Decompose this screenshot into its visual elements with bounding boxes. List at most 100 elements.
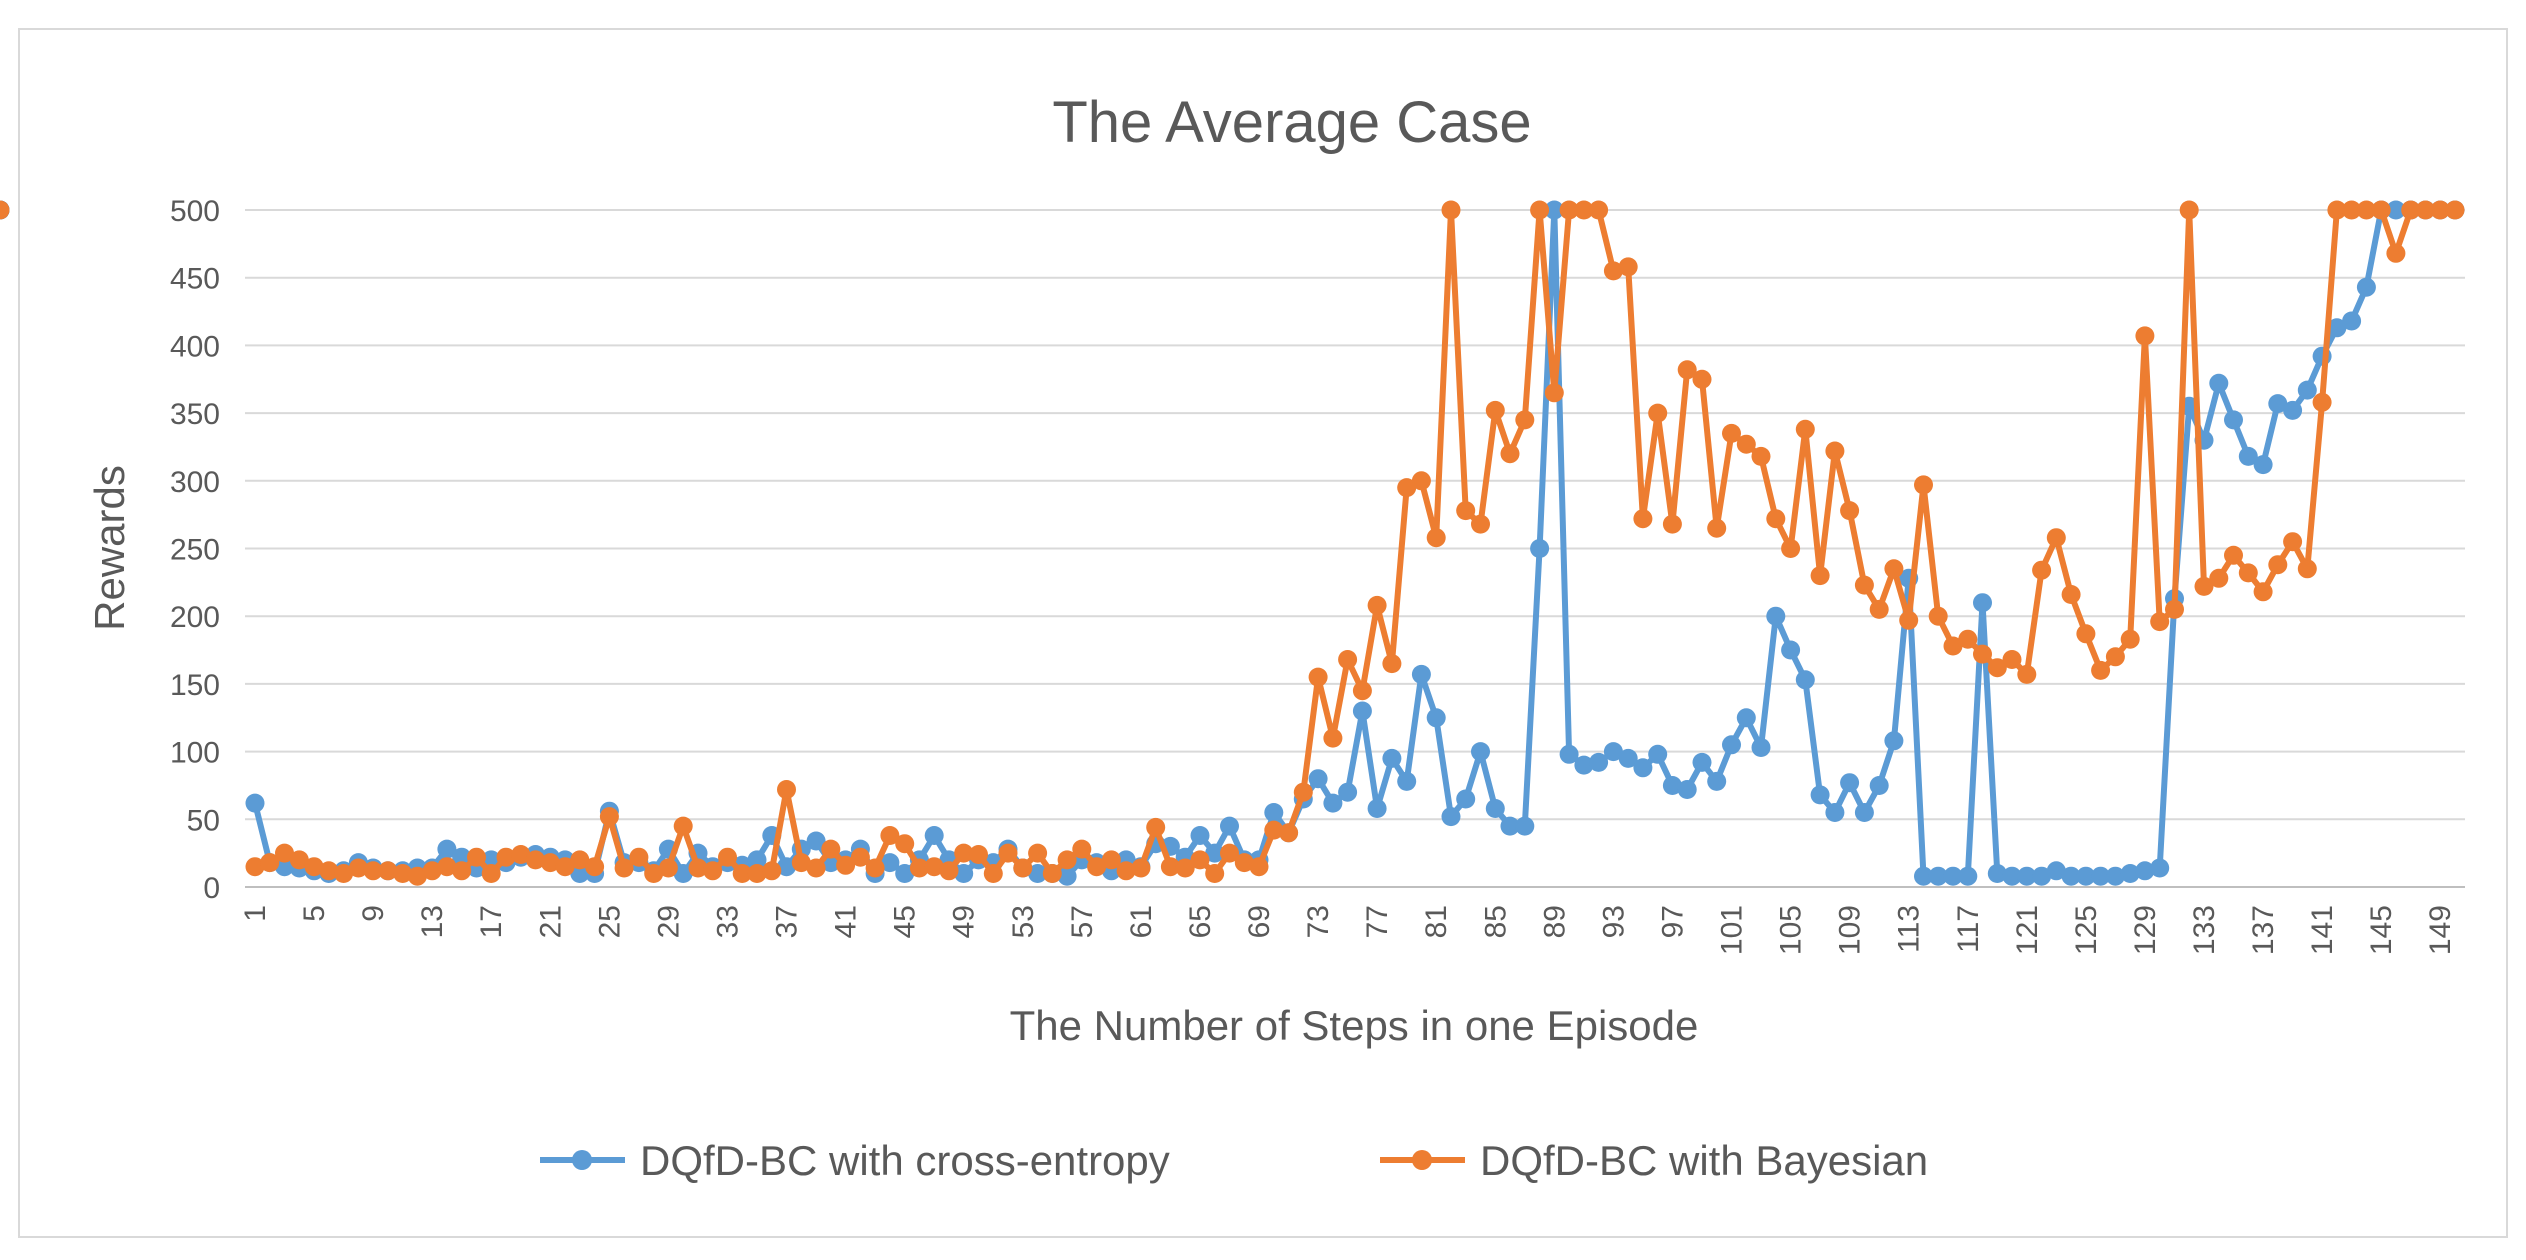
x-tick-label: 97: [1656, 905, 1689, 938]
data-point: [1220, 843, 1239, 863]
data-point: [644, 864, 664, 883]
data-point: [732, 864, 752, 883]
data-point: [2445, 200, 2465, 220]
data-point: [1323, 793, 1343, 813]
data-point: [1662, 776, 1682, 795]
data-point: [481, 864, 501, 883]
data-point: [2194, 576, 2214, 596]
data-point: [1751, 738, 1771, 757]
series-2: [0, 200, 2465, 886]
data-point: [2297, 380, 2317, 400]
data-point: [1722, 423, 1741, 443]
data-point: [1411, 664, 1431, 684]
data-point: [1190, 850, 1210, 870]
data-point: [1751, 446, 1771, 466]
data-point: [407, 866, 427, 886]
data-point: [1662, 514, 1682, 534]
data-point: [909, 858, 929, 878]
data-point: [1072, 839, 1092, 859]
data-point: [836, 855, 856, 875]
data-point: [1057, 850, 1077, 870]
x-tick-label: 21: [534, 905, 567, 938]
data-point: [1914, 866, 1933, 886]
data-point: [2105, 866, 2125, 886]
data-point: [1884, 731, 1904, 751]
data-point: [1397, 478, 1417, 498]
x-tick-label: 141: [2306, 905, 2339, 955]
data-point: [2224, 545, 2243, 565]
x-tick-label: 89: [1538, 905, 1571, 938]
data-point: [1574, 200, 1594, 220]
data-point: [511, 845, 531, 864]
y-tick-label: 400: [170, 330, 220, 363]
data-point: [1633, 509, 1653, 529]
data-point: [1559, 200, 1579, 220]
data-point: [1352, 681, 1372, 701]
data-point: [2076, 624, 2096, 644]
data-point: [437, 839, 457, 859]
x-tick-label: 61: [1125, 905, 1158, 938]
data-point: [1160, 857, 1180, 877]
data-point: [2209, 568, 2229, 588]
data-point: [954, 864, 974, 883]
data-point: [1279, 823, 1299, 843]
data-point: [1264, 820, 1284, 840]
data-point: [1544, 383, 1564, 403]
x-tick-label: 1: [239, 905, 272, 922]
data-point: [1973, 593, 1992, 613]
data-point: [806, 831, 826, 851]
y-tick-label: 450: [170, 263, 220, 296]
data-point: [1589, 200, 1609, 220]
data-point: [393, 864, 413, 883]
data-point: [2342, 311, 2362, 331]
x-tick-label: 9: [357, 905, 390, 922]
data-point: [2342, 200, 2362, 220]
data-point: [1692, 752, 1712, 772]
data-point: [2017, 866, 2037, 886]
data-point: [2046, 861, 2066, 881]
y-tick-label: 500: [170, 195, 220, 228]
data-point: [1825, 441, 1845, 461]
x-tick-label: 29: [652, 905, 685, 938]
data-point: [1471, 514, 1490, 534]
data-point: [865, 858, 885, 878]
x-tick-label: 113: [1893, 905, 1926, 953]
x-tick-label: 133: [2188, 905, 2221, 955]
data-point: [1441, 807, 1461, 827]
data-point: [718, 847, 737, 867]
data-point: [1633, 758, 1653, 778]
data-point: [540, 853, 560, 873]
data-point: [1648, 403, 1668, 423]
data-point: [777, 857, 796, 877]
data-point: [1677, 360, 1697, 380]
data-point: [1589, 752, 1609, 772]
data-point: [2238, 563, 2258, 583]
data-point: [821, 839, 841, 859]
data-point: [791, 853, 811, 873]
data-point: [2032, 866, 2052, 886]
data-point: [2120, 864, 2140, 883]
data-point: [880, 853, 900, 873]
legend-label: DQfD-BC with Bayesian: [1480, 1137, 1928, 1184]
data-point: [1382, 748, 1402, 768]
data-point: [1249, 857, 1269, 877]
data-point: [2076, 866, 2096, 886]
data-point: [2091, 866, 2111, 886]
data-point: [1205, 864, 1225, 883]
data-point: [526, 850, 545, 870]
data-point: [924, 857, 944, 877]
data-point: [1456, 789, 1476, 809]
data-point: [1618, 748, 1638, 768]
data-point: [1943, 866, 1963, 886]
legend-item-1: DQfD-BC with cross-entropy: [540, 1137, 1170, 1184]
data-point: [1042, 864, 1062, 883]
data-point: [1087, 857, 1107, 877]
data-point: [2253, 455, 2273, 475]
data-point: [1190, 826, 1210, 845]
data-point: [2327, 200, 2347, 220]
x-tick-label: 5: [298, 905, 331, 922]
data-point: [437, 857, 457, 877]
x-tick-label: 25: [593, 905, 626, 938]
data-point: [275, 857, 294, 877]
data-point: [2150, 612, 2170, 632]
